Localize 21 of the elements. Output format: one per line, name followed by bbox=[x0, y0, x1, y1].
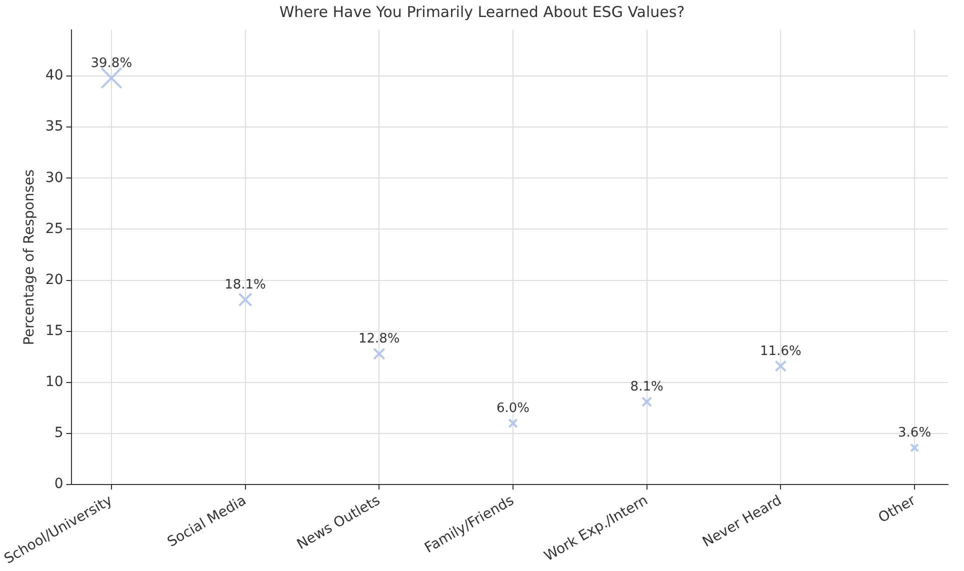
data-label: 12.8% bbox=[358, 332, 400, 347]
y-tick-label: 0 bbox=[54, 476, 64, 492]
y-tick-label: 30 bbox=[45, 170, 64, 186]
data-label: 18.1% bbox=[224, 278, 266, 293]
point bbox=[774, 360, 787, 372]
y-tick-label: 10 bbox=[45, 374, 64, 390]
chart-title: Where Have You Primarily Learned About ESG Values? bbox=[279, 2, 685, 21]
y-tick-label: 40 bbox=[45, 68, 64, 84]
y-tick-label: 15 bbox=[45, 322, 64, 339]
point bbox=[642, 396, 652, 408]
y-tick-label: 25 bbox=[45, 220, 64, 237]
y-tick-label: 35 bbox=[45, 118, 64, 135]
y-tick-label: 20 bbox=[45, 272, 64, 288]
data-label: 6.0% bbox=[496, 401, 530, 416]
data-label: 11.6% bbox=[760, 344, 802, 359]
y-axis-title: Percentage of Responses bbox=[22, 169, 38, 346]
data-label: 8.1% bbox=[630, 380, 664, 395]
y-tick-label: 5 bbox=[54, 425, 64, 442]
data-label: 39.8% bbox=[90, 56, 132, 71]
point bbox=[373, 348, 386, 360]
data-label: 3.6% bbox=[898, 426, 932, 441]
